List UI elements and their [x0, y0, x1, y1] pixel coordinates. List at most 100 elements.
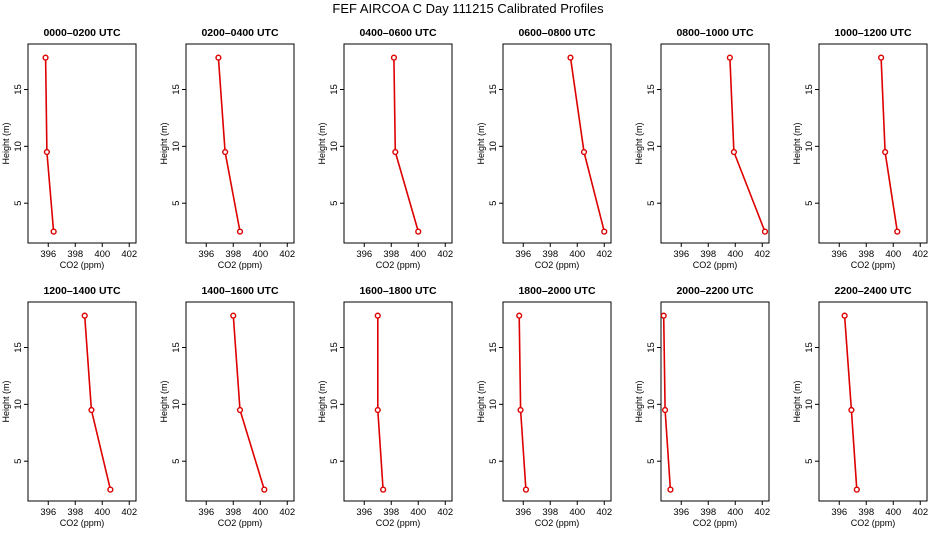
- panel-6: 1000–1200 UTC 396 398 400 402 5 10 15 CO2 (ppm) H…: [792, 27, 928, 270]
- data-point: [236, 228, 244, 235]
- x-tick-label: 396: [40, 507, 56, 518]
- x-tick-label: 402: [596, 249, 612, 260]
- data-point: [42, 54, 49, 61]
- figure-title: FEF AIRCOA C Day 111215 Calibrated Profi…: [332, 1, 604, 16]
- plot-frame: [818, 43, 928, 244]
- x-axis-label: CO2 (ppm): [60, 260, 105, 270]
- data-point: [215, 54, 222, 61]
- x-tick-label: 402: [912, 249, 928, 260]
- panel-title: 0000–0200 UTC: [43, 27, 120, 39]
- y-tick-label: 15: [13, 342, 24, 353]
- profile-line: [569, 57, 606, 232]
- y-tick-label: 5: [804, 459, 815, 464]
- profile-line: [217, 57, 241, 232]
- data-point: [390, 54, 398, 61]
- x-tick-label: 402: [912, 507, 928, 518]
- plot-frame: [818, 301, 928, 502]
- data-point: [415, 228, 422, 235]
- y-tick-label: 5: [646, 459, 657, 464]
- y-tick-label: 5: [329, 201, 340, 206]
- x-axis-label: CO2 (ppm): [693, 260, 738, 270]
- data-point: [601, 228, 608, 235]
- x-tick-label: 396: [673, 249, 689, 260]
- x-tick-label: 400: [885, 507, 901, 518]
- panel-2: 0200–0400 UTC 396 398 400 402 5 10 15 CO2 (ppm) H…: [159, 27, 295, 270]
- x-axis-label: CO2 (ppm): [535, 518, 580, 528]
- x-tick-label: 398: [858, 249, 874, 260]
- data-point: [877, 54, 885, 61]
- x-axis-label: CO2 (ppm): [693, 518, 738, 528]
- plot-frame: [660, 43, 770, 244]
- data-point: [894, 228, 901, 235]
- data-point: [516, 312, 523, 319]
- x-tick-label: 396: [198, 507, 214, 518]
- y-tick-label: 5: [488, 459, 499, 464]
- data-point: [380, 486, 387, 493]
- x-tick-label: 398: [67, 507, 83, 518]
- x-tick-label: 396: [831, 249, 847, 260]
- panel-title: 0800–1000 UTC: [676, 27, 753, 39]
- y-tick-label: 15: [488, 84, 499, 95]
- y-axis-label: Height (m): [792, 380, 802, 422]
- x-tick-label: 398: [383, 507, 399, 518]
- y-axis-label: Height (m): [1, 122, 11, 164]
- panel-title: 0200–0400 UTC: [201, 27, 278, 39]
- panel-4: 0600–0800 UTC 396 398 400 402 5 10 15 CO2 (ppm) H…: [476, 27, 612, 270]
- y-axis-label: Height (m): [159, 380, 169, 422]
- data-point: [761, 228, 769, 235]
- x-tick-label: 396: [831, 507, 847, 518]
- x-tick-label: 400: [410, 249, 426, 260]
- profile-line: [662, 315, 672, 490]
- y-tick-label: 15: [646, 84, 657, 95]
- data-point: [661, 406, 669, 414]
- data-point: [567, 54, 574, 61]
- x-tick-label: 400: [252, 507, 268, 518]
- x-tick-label: 398: [700, 249, 716, 260]
- y-tick-label: 10: [171, 399, 182, 410]
- panel-title: 1600–1800 UTC: [359, 285, 436, 297]
- x-tick-label: 402: [754, 249, 770, 260]
- panel-1: 0000–0200 UTC 396 398 400 402 5 10 15 CO2 (ppm) H…: [1, 27, 137, 270]
- plot-frame: [343, 43, 453, 244]
- profile-line: [376, 315, 384, 490]
- y-tick-label: 10: [329, 141, 340, 152]
- x-tick-label: 402: [279, 507, 295, 518]
- y-tick-label: 10: [804, 399, 815, 410]
- panel-11: 2000–2200 UTC 396 398 400 402 5 10 15 CO2 (ppm) H…: [634, 285, 770, 528]
- plot-frame: [185, 301, 295, 502]
- y-tick-label: 10: [804, 141, 815, 152]
- y-tick-label: 5: [171, 201, 182, 206]
- x-tick-label: 402: [754, 507, 770, 518]
- panel-5: 0800–1000 UTC 396 398 400 402 5 10 15 CO2 (ppm) H…: [634, 27, 770, 270]
- panel-9: 1600–1800 UTC 396 398 400 402 5 10 15 CO2 (ppm) H…: [317, 285, 453, 528]
- y-axis-label: Height (m): [634, 122, 644, 164]
- data-point: [848, 406, 855, 414]
- panels-grid: 0000–0200 UTC 396 398 400 402 5 10 15 CO2 (ppm) H…: [1, 27, 928, 528]
- x-tick-label: 396: [40, 249, 56, 260]
- panel-10: 1800–2000 UTC 396 398 400 402 5 10 15 CO2 (ppm) H…: [476, 285, 612, 528]
- x-axis-label: CO2 (ppm): [218, 260, 263, 270]
- x-axis-label: CO2 (ppm): [851, 260, 896, 270]
- y-tick-label: 5: [488, 201, 499, 206]
- x-tick-label: 402: [121, 249, 137, 260]
- data-point: [730, 148, 738, 156]
- profile-line: [880, 57, 899, 232]
- data-point: [222, 148, 229, 156]
- y-tick-label: 5: [804, 201, 815, 206]
- panel-title: 0600–0800 UTC: [518, 27, 595, 39]
- data-point: [43, 148, 51, 156]
- x-tick-label: 400: [569, 249, 585, 260]
- y-axis-label: Height (m): [634, 380, 644, 422]
- x-axis-label: CO2 (ppm): [376, 518, 421, 528]
- x-tick-label: 402: [121, 507, 137, 518]
- y-tick-label: 5: [13, 201, 24, 206]
- profile-line: [44, 57, 55, 232]
- y-tick-label: 10: [171, 141, 182, 152]
- data-point: [230, 312, 237, 319]
- panel-title: 2200–2400 UTC: [834, 285, 911, 297]
- y-tick-label: 10: [488, 141, 499, 152]
- y-tick-label: 15: [804, 84, 815, 95]
- x-tick-label: 402: [437, 507, 453, 518]
- y-axis-label: Height (m): [476, 122, 486, 164]
- data-point: [261, 486, 268, 493]
